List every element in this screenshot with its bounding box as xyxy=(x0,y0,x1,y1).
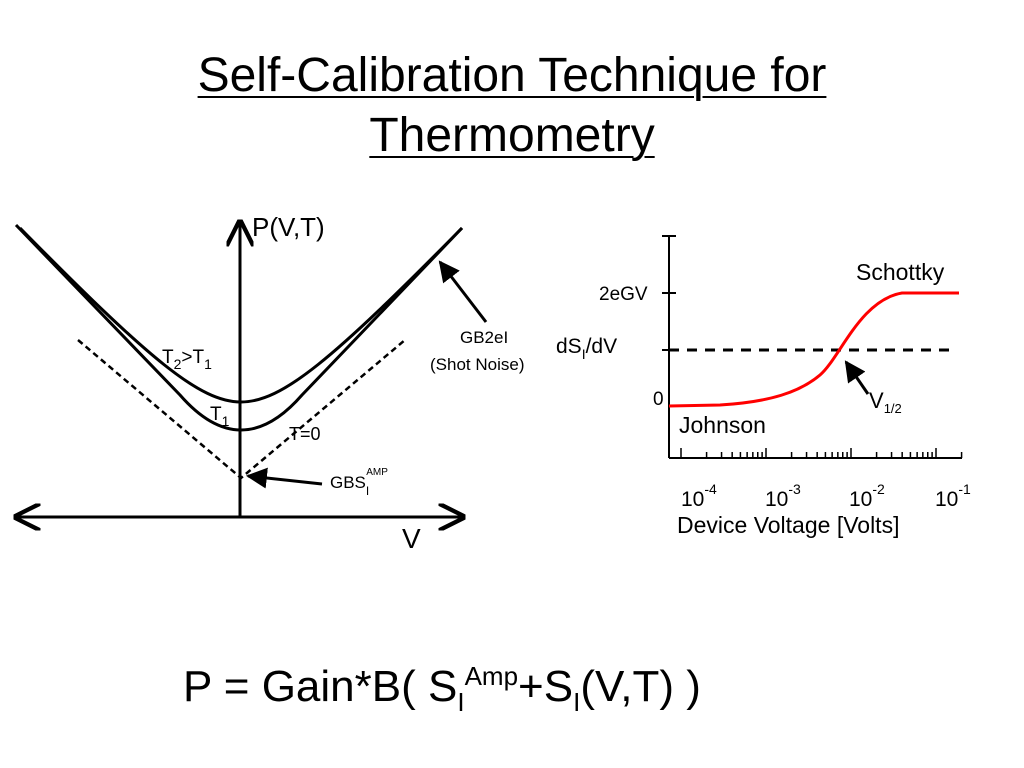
crossover-curve xyxy=(668,291,959,408)
right-y-label: dSI/dV xyxy=(556,335,617,362)
x-axis-title: Device Voltage [Volts] xyxy=(677,512,899,538)
slide-title: Self-Calibration Technique for Thermomet… xyxy=(0,46,1024,166)
shot-noise-label: GB2eI (Shot Noise) xyxy=(430,328,524,374)
t0-label: T=0 xyxy=(289,424,321,444)
y-tick-zero: 0 xyxy=(653,389,664,410)
title-line-1: Self-Calibration Technique for xyxy=(197,49,827,102)
formula-lhs: P = Gain*B( S xyxy=(183,662,458,711)
x-tick-label: 10-2 xyxy=(849,481,885,511)
t2-label: T2>T1 xyxy=(162,347,212,372)
title-line-2: Thermometry xyxy=(369,109,655,162)
johnson-label: Johnson xyxy=(679,412,766,438)
v-half-pointer-arrow xyxy=(844,360,870,395)
noise-formula: P = Gain*B( SIAmp+SI(V,T) ) xyxy=(183,648,701,730)
right-chart: 2eGV 0 dSI/dV Schottky Johnson V1/2 10-4… xyxy=(556,235,971,538)
x-tick-label: 10-4 xyxy=(681,481,717,511)
formula-rhs: (V,T) ) xyxy=(580,662,701,711)
x-tick-labels: 10-4 10-3 10-2 10-1 xyxy=(681,481,971,511)
t1-label: T1 xyxy=(210,404,230,429)
formula-sub-2: I xyxy=(573,687,581,717)
formula-sup-amp: Amp xyxy=(464,661,519,691)
schottky-label: Schottky xyxy=(856,259,945,285)
t1-curve xyxy=(14,223,464,432)
left-diagram: P(V,T) V T2>T1 T1 T=0 GB2eI (Shot Noise)… xyxy=(16,212,524,554)
y-axis-label: P(V,T) xyxy=(252,212,325,242)
amp-noise-label: GBSIAMP xyxy=(330,467,388,498)
x-tick-label: 10-3 xyxy=(765,481,801,511)
x-tick-label: 10-1 xyxy=(935,481,971,511)
formula-sub-1: I xyxy=(457,687,465,717)
amp-noise-pointer-arrow xyxy=(245,467,323,489)
v-half-label: V1/2 xyxy=(869,388,902,416)
x-axis-minor-ticks xyxy=(680,448,963,458)
y-tick-2egv: 2eGV xyxy=(599,284,648,305)
formula-mid: +S xyxy=(518,662,574,711)
t0-asymptote-curve xyxy=(77,339,406,480)
shot-noise-pointer-arrow xyxy=(438,260,488,323)
t2-curve xyxy=(18,226,464,404)
x-axis-label: V xyxy=(402,523,421,554)
